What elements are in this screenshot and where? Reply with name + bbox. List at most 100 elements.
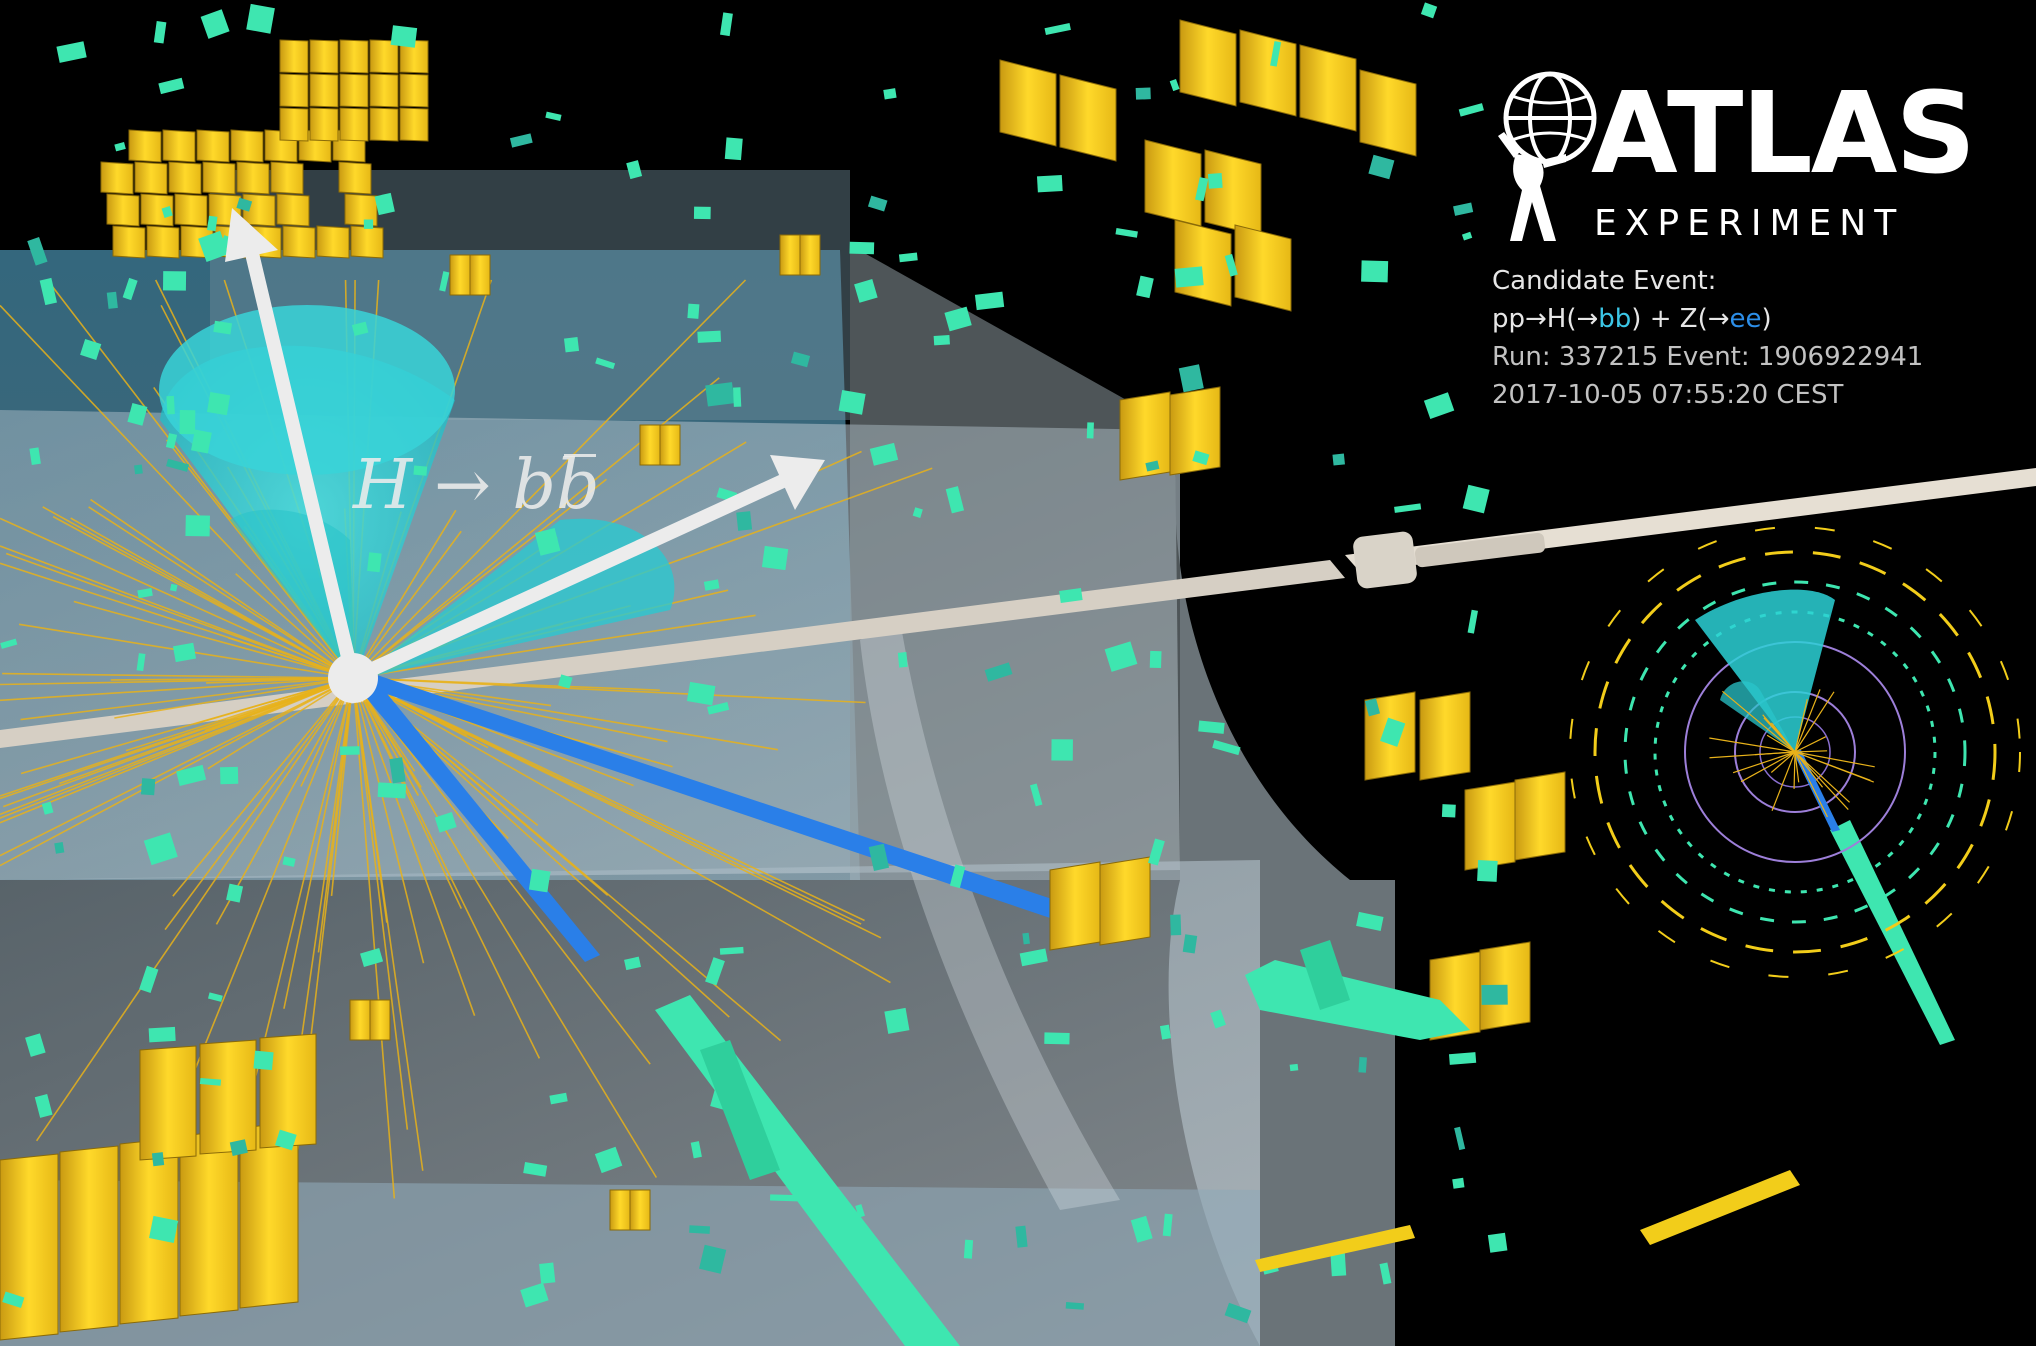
calorimeter-cell: [134, 161, 168, 195]
inset-track: [1794, 751, 1849, 810]
calorimeter-cell: [139, 1045, 197, 1161]
calorimeter-cell: [1514, 771, 1566, 861]
track-hit: [595, 357, 616, 370]
calorimeter-cell: [282, 225, 316, 259]
track-hit: [534, 527, 561, 556]
track-hit: [1481, 984, 1508, 1005]
track-hit: [884, 1007, 910, 1034]
primary-vertex: [328, 653, 378, 703]
charged-track: [35, 677, 354, 1142]
inset-track: [1794, 751, 1824, 788]
track-hit: [185, 515, 210, 537]
inset-track: [1770, 751, 1796, 773]
track-hit: [199, 1077, 222, 1086]
track-hit: [1394, 503, 1422, 513]
track-hit: [520, 1282, 549, 1308]
muon-segments: [655, 820, 1955, 1346]
track-hit: [29, 447, 41, 466]
track-hit: [949, 864, 966, 889]
charged-track: [283, 677, 354, 1009]
track-hit: [1420, 2, 1438, 19]
track-hit: [1019, 948, 1048, 967]
track-hit: [732, 387, 742, 407]
calorimeter-cell: [369, 73, 399, 108]
charged-track: [114, 677, 354, 719]
calorimeter-cell: [399, 107, 429, 142]
calorimeter-cell: [146, 225, 180, 259]
charged-track: [352, 677, 425, 964]
calorimeter-cell: [369, 107, 399, 142]
track-hit: [374, 192, 395, 216]
track-hit: [1487, 1232, 1508, 1253]
track-hit: [1174, 266, 1204, 288]
calorimeter-cell: [270, 161, 304, 195]
track-hit: [207, 992, 223, 1002]
track-hit: [213, 320, 233, 335]
calorimeter-cell: [168, 161, 202, 195]
track-hit: [165, 433, 178, 449]
track-hit: [166, 458, 190, 472]
end-view-inset: [1569, 526, 2021, 978]
calorimeter-cell: [236, 161, 270, 195]
track-hit: [158, 77, 185, 95]
track-hit: [136, 653, 146, 672]
charged-track: [90, 498, 354, 679]
charged-track: [88, 506, 354, 679]
track-hit: [206, 392, 231, 416]
calorimeter-cell: [799, 234, 821, 276]
track-hit: [39, 277, 57, 306]
calorimeter-cell: [276, 193, 310, 227]
track-hit: [1192, 450, 1210, 466]
calorimeter-cell: [344, 193, 378, 227]
track-hit: [690, 1141, 702, 1159]
track-hit: [1270, 41, 1282, 67]
track-hit: [148, 1026, 176, 1043]
charged-track: [352, 677, 658, 1178]
inset-track: [1794, 751, 1875, 768]
track-hit: [54, 842, 65, 854]
track-hit: [143, 832, 178, 866]
track-hit: [790, 351, 811, 368]
calorimeter-cell: [399, 73, 429, 108]
charged-track: [2, 672, 354, 679]
track-hit: [883, 88, 897, 100]
inset-track: [1740, 751, 1796, 783]
track-hit: [1148, 838, 1165, 866]
charged-track: [352, 677, 476, 1016]
track-hit: [161, 206, 173, 218]
track-hit: [1162, 1213, 1173, 1237]
charged-track: [207, 677, 354, 770]
track-hit: [1207, 173, 1223, 189]
track-hit: [1454, 1126, 1466, 1151]
charged-track: [20, 677, 354, 721]
charged-track: [172, 677, 354, 897]
track-hit: [1086, 422, 1094, 439]
charged-track: [352, 677, 651, 1065]
calorimeter-cell: [339, 107, 369, 142]
track-hit: [1458, 103, 1484, 117]
track-hit: [367, 552, 382, 573]
track-hit: [363, 219, 374, 229]
inset-track: [1771, 751, 1796, 811]
event-info-timestamp: 2017-10-05 07:55:20 CEST: [1492, 380, 1844, 410]
charged-track: [352, 677, 541, 1059]
inset-track: [1794, 751, 1874, 783]
track-hit: [912, 507, 923, 518]
logo-name: ATLAS: [1591, 69, 1976, 199]
calorimeter-cell: [1299, 44, 1357, 132]
track-hit: [1289, 1063, 1299, 1072]
calorimeter-cell: [399, 39, 429, 74]
track-hit: [153, 20, 167, 44]
process-ee: ee: [1729, 304, 1762, 334]
inset-track: [1732, 751, 1796, 774]
decay-label-arrow: →: [433, 446, 491, 525]
track-hit: [549, 1092, 568, 1105]
track-hit: [360, 948, 384, 967]
track-hit: [838, 389, 866, 415]
process-prefix: pp→H(→: [1492, 304, 1599, 334]
track-hit: [1332, 453, 1345, 466]
calorimeter-cell: [59, 1145, 119, 1333]
atlas-globe-figure-icon: [1498, 71, 1597, 241]
charged-track: [352, 614, 756, 679]
